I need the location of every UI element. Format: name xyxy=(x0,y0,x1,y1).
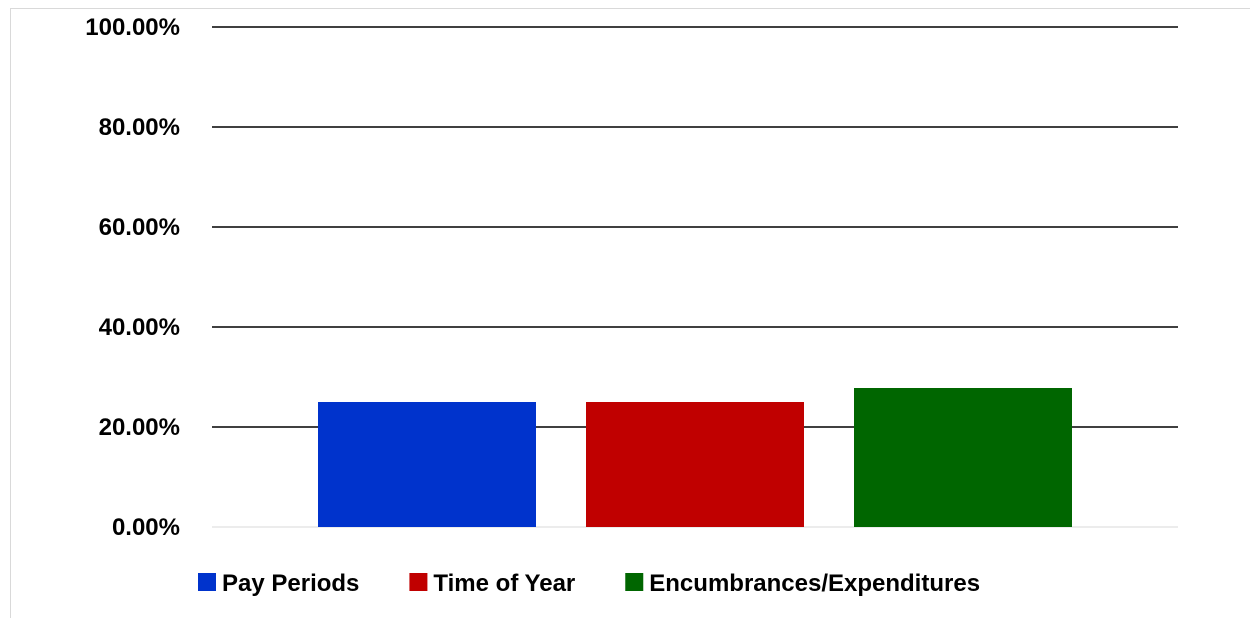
bar-time-of-year xyxy=(586,402,804,527)
legend-label-encumbrances-expenditures: Encumbrances/Expenditures xyxy=(649,570,980,597)
chart-frame xyxy=(10,8,1250,618)
legend-label-time-of-year: Time of Year xyxy=(433,570,575,597)
y-tick-label-60: 60.00% xyxy=(99,214,180,241)
y-tick-label-20: 20.00% xyxy=(99,414,180,441)
y-tick-label-100: 100.00% xyxy=(85,14,180,41)
y-tick-label-40: 40.00% xyxy=(99,314,180,341)
legend-swatch-pay-periods xyxy=(198,573,216,591)
bar-pay-periods xyxy=(318,402,536,527)
bars xyxy=(318,388,1072,527)
legend: Pay Periods Time of Year Encumbrances/Expe… xyxy=(198,570,980,597)
bar-encumbrances-expenditures xyxy=(854,388,1072,527)
legend-label-pay-periods: Pay Periods xyxy=(222,570,359,597)
legend-swatch-time-of-year xyxy=(409,573,428,591)
y-tick-label-0: 0.00% xyxy=(112,514,180,541)
legend-swatch-encumbrances-expenditures xyxy=(625,573,644,591)
y-tick-label-80: 80.00% xyxy=(99,114,180,141)
y-axis-tick-labels: 0.00% 20.00% 40.00% 60.00% 80.00% 100.00% xyxy=(85,14,180,541)
